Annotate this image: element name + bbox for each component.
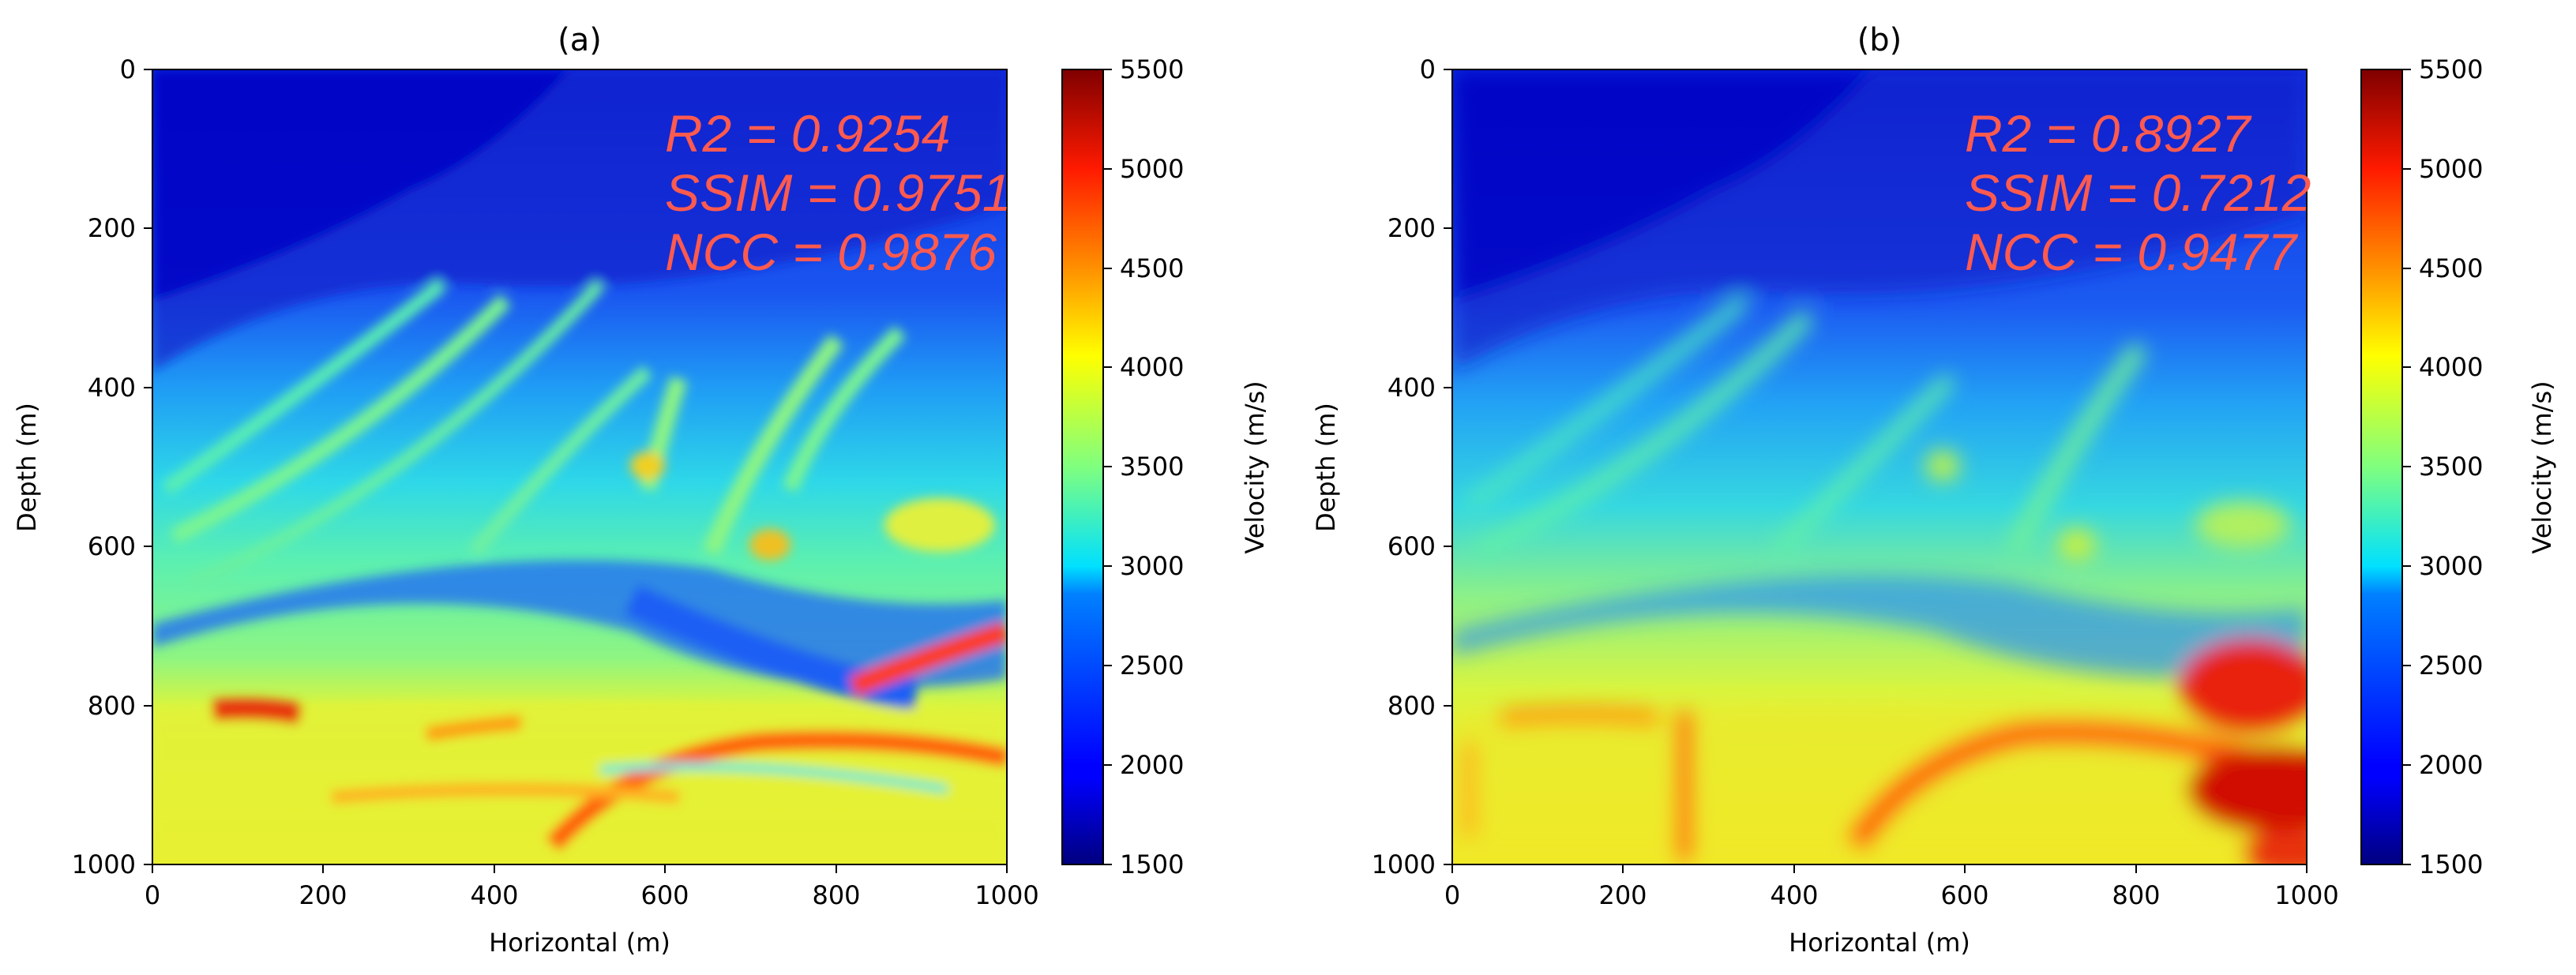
panel-b-cbar-tick-3: 3000 (2419, 551, 2483, 581)
panel-b-cbar-tick-5: 4000 (2419, 352, 2483, 382)
panel-b-xtick-4: 800 (2112, 880, 2160, 910)
panel-b-ytick-3: 600 (1388, 531, 1436, 561)
panel-b-metric-ssim: SSIM = 0.7212 (1965, 163, 2311, 222)
panel-b-y-axis (1444, 69, 1452, 865)
panel-b-x-axis (1451, 864, 2308, 873)
panel-a-ytick-5: 1000 (72, 849, 136, 879)
panel-b-cbar-tick-2: 2500 (2419, 651, 2483, 681)
panel-a-metric-ncc: NCC = 0.9876 (665, 223, 997, 281)
panel-a-ytick-1: 200 (88, 213, 136, 243)
panel-a-cbar-tick-8: 5500 (1120, 54, 1184, 84)
panel-b-ylabel: Depth (m) (1311, 403, 1341, 532)
panel-b-ytick-1: 200 (1388, 213, 1436, 243)
panel-a-xtick-5: 1000 (974, 880, 1038, 910)
panel-b-cbar-tick-7: 5000 (2419, 154, 2483, 184)
panel-b-xtick-1: 200 (1598, 880, 1647, 910)
panel-b-colorbar (2360, 69, 2411, 865)
panel-b-ytick-4: 800 (1388, 691, 1436, 721)
panel-b-xtick-2: 400 (1770, 880, 1818, 910)
panel-b-ytick-5: 1000 (1372, 849, 1436, 879)
panel-a-cbar-tick-3: 3000 (1120, 551, 1184, 581)
panel-a-cbar-tick-4: 3500 (1120, 452, 1184, 482)
panel-b-ytick-2: 400 (1388, 373, 1436, 403)
panel-b-cbar-label: Velocity (m/s) (2527, 381, 2557, 553)
panel-b-cbar-tick-8: 5500 (2419, 54, 2483, 84)
panel-b-ytick-0: 0 (1420, 54, 1436, 84)
velocity-heatmap-a (152, 69, 1007, 864)
panel-a-title: (a) (558, 22, 602, 58)
panel-a-cbar-tick-0: 1500 (1120, 849, 1184, 879)
panel-a-ytick-0: 0 (120, 54, 136, 84)
panel-b-xtick-3: 600 (1940, 880, 1988, 910)
panel-a-xtick-4: 800 (812, 880, 860, 910)
panel-a-cbar-tick-1: 2000 (1120, 750, 1184, 780)
panel-b-cbar-tick-0: 1500 (2419, 849, 2483, 879)
panel-a-xtick-1: 200 (299, 880, 347, 910)
panel-b-metric-ncc: NCC = 0.9477 (1965, 223, 2298, 281)
panel-a-x-axis (152, 864, 1008, 873)
panel-a-ytick-2: 400 (88, 373, 136, 403)
panel-a-ytick-3: 600 (88, 531, 136, 561)
panel-a-xtick-0: 0 (145, 880, 160, 910)
panel-a-cbar-tick-7: 5000 (1120, 154, 1184, 184)
velocity-heatmap-b (1452, 69, 2307, 864)
panel-a-ytick-4: 800 (88, 691, 136, 721)
panel-b-cbar-tick-1: 2000 (2419, 750, 2483, 780)
panel-b-xtick-0: 0 (1444, 880, 1460, 910)
panel-a-cbar-label: Velocity (m/s) (1240, 381, 1270, 553)
panel-a-metric-r2: R2 = 0.9254 (665, 104, 950, 163)
panel-a-xtick-2: 400 (470, 880, 518, 910)
panel-b-xtick-5: 1000 (2274, 880, 2338, 910)
panel-a-metric-ssim: SSIM = 0.9751 (665, 163, 1011, 222)
panel-b-cbar-tick-4: 3500 (2419, 452, 2483, 482)
panel-a-colorbar (1061, 69, 1112, 865)
panel-b-xlabel: Horizontal (m) (1789, 928, 1970, 958)
panel-a-xlabel: Horizontal (m) (489, 928, 670, 958)
panel-a-cbar-tick-6: 4500 (1120, 253, 1184, 283)
panel-a-cbar-tick-2: 2500 (1120, 651, 1184, 681)
panel-a-cbar-tick-5: 4000 (1120, 352, 1184, 382)
panel-a-y-axis (144, 69, 152, 865)
panel-b-metric-r2: R2 = 0.8927 (1965, 104, 2252, 163)
panel-a-ylabel: Depth (m) (12, 403, 42, 532)
panel-b: (b) R2 = 0.8927 SSIM = 0.7212 NCC = 0.94… (1311, 22, 2557, 958)
panel-a-xtick-3: 600 (640, 880, 689, 910)
panel-a: (a) R2 = 0.9254 SSIM = 0.9751 NCC = 0.98… (12, 22, 1270, 958)
panel-b-title: (b) (1857, 22, 1902, 58)
panel-b-cbar-tick-6: 4500 (2419, 253, 2483, 283)
